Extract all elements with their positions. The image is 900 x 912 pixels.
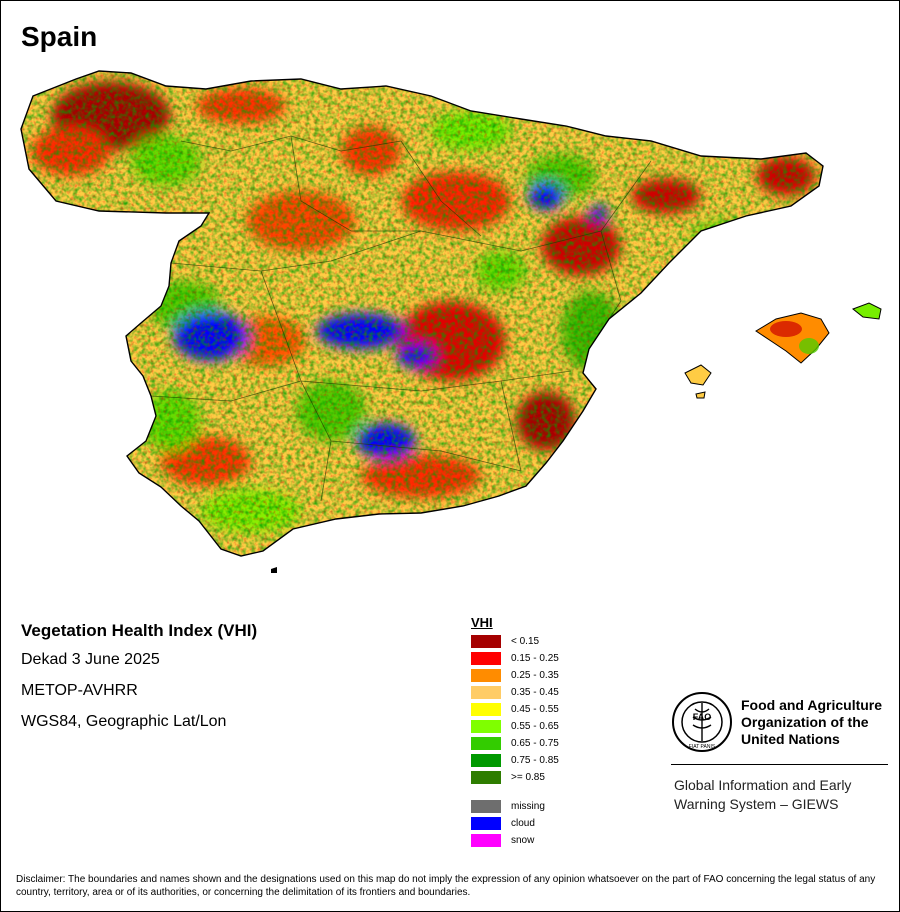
legend-label: 0.35 - 0.45 xyxy=(511,687,559,698)
legend-label: 0.55 - 0.65 xyxy=(511,721,559,732)
legend-classes: < 0.15 0.15 - 0.25 0.25 - 0.35 0.35 - 0.45 0… xyxy=(471,633,559,786)
legend-item: 0.75 - 0.85 xyxy=(471,752,559,769)
legend-label: 0.45 - 0.55 xyxy=(511,704,559,715)
mallorca-island xyxy=(755,312,830,364)
fao-name: Food and Agriculture Organization of the… xyxy=(741,697,882,748)
fao-name-line: Organization of the xyxy=(741,713,869,730)
legend-swatch xyxy=(471,834,501,847)
ibiza-island xyxy=(684,364,712,386)
legend-label: missing xyxy=(511,801,545,812)
giews-line: Global Information and Early xyxy=(674,777,852,793)
map-title: Spain xyxy=(21,21,98,52)
legend-item: 0.55 - 0.65 xyxy=(471,718,559,735)
balearic-islands xyxy=(684,302,882,399)
legend-swatch xyxy=(471,652,501,665)
fao-motto: FIAT PANIS xyxy=(689,744,716,750)
ceuta-fragment xyxy=(271,567,277,573)
map-info: Vegetation Health Index (VHI) Dekad 3 Ju… xyxy=(21,621,257,744)
legend-swatch xyxy=(471,771,501,784)
legend-swatch xyxy=(471,720,501,733)
legend-title: VHI xyxy=(471,615,493,630)
menorca-island xyxy=(852,302,882,320)
legend-swatch xyxy=(471,686,501,699)
legend-swatch xyxy=(471,754,501,767)
legend-item: >= 0.85 xyxy=(471,769,559,786)
disclaimer-text: Disclaimer: The boundaries and names sho… xyxy=(16,874,876,898)
fao-name-line: United Nations xyxy=(741,730,840,747)
legend-item: 0.15 - 0.25 xyxy=(471,650,559,667)
projection-text: WGS84, Geographic Lat/Lon xyxy=(21,713,227,730)
legend-special: missing cloud snow xyxy=(471,798,559,849)
legend-swatch xyxy=(471,737,501,750)
legend-label: 0.65 - 0.75 xyxy=(511,738,559,749)
spain-outline xyxy=(20,70,824,557)
legend-item: < 0.15 xyxy=(471,633,559,650)
index-title: Vegetation Health Index (VHI) xyxy=(21,621,258,640)
vhi-legend: VHI < 0.15 0.15 - 0.25 0.25 - 0.35 0.35 - 0… xyxy=(471,615,559,849)
giews-line: Warning System – GIEWS xyxy=(674,796,839,812)
legend-item: cloud xyxy=(471,815,559,832)
legend-item: 0.35 - 0.45 xyxy=(471,684,559,701)
fao-logo-text: FAO xyxy=(693,712,712,722)
legend-item: 0.25 - 0.35 xyxy=(471,667,559,684)
legend-swatch xyxy=(471,800,501,813)
legend-label: >= 0.85 xyxy=(511,772,545,783)
legend-item: 0.45 - 0.55 xyxy=(471,701,559,718)
fao-name-line: Food and Agriculture xyxy=(741,696,883,713)
legend-swatch xyxy=(471,817,501,830)
legend-label: cloud xyxy=(511,818,535,829)
fao-divider xyxy=(671,764,888,765)
vhi-map xyxy=(20,70,882,573)
legend-item: 0.65 - 0.75 xyxy=(471,735,559,752)
legend-swatch xyxy=(471,669,501,682)
legend-swatch xyxy=(471,703,501,716)
legend-label: 0.15 - 0.25 xyxy=(511,653,559,664)
legend-label: 0.75 - 0.85 xyxy=(511,755,559,766)
legend-label: snow xyxy=(511,835,535,846)
admin-boundaries xyxy=(150,135,652,502)
fao-logo-icon: FAO FIAT PANIS xyxy=(672,692,732,752)
period-text: Dekad 3 June 2025 xyxy=(21,651,160,668)
mainland-spain xyxy=(21,71,823,556)
giews-text: Global Information and Early Warning Sys… xyxy=(674,776,851,814)
fao-branding: FAO FIAT PANIS Food and Agriculture Orga… xyxy=(671,691,891,812)
legend-item: missing xyxy=(471,798,559,815)
legend-swatch xyxy=(471,635,501,648)
legend-label: 0.25 - 0.35 xyxy=(511,670,559,681)
legend-item: snow xyxy=(471,832,559,849)
formentera-island xyxy=(695,391,706,399)
sensor-text: METOP-AVHRR xyxy=(21,682,138,699)
legend-label: < 0.15 xyxy=(511,636,540,647)
